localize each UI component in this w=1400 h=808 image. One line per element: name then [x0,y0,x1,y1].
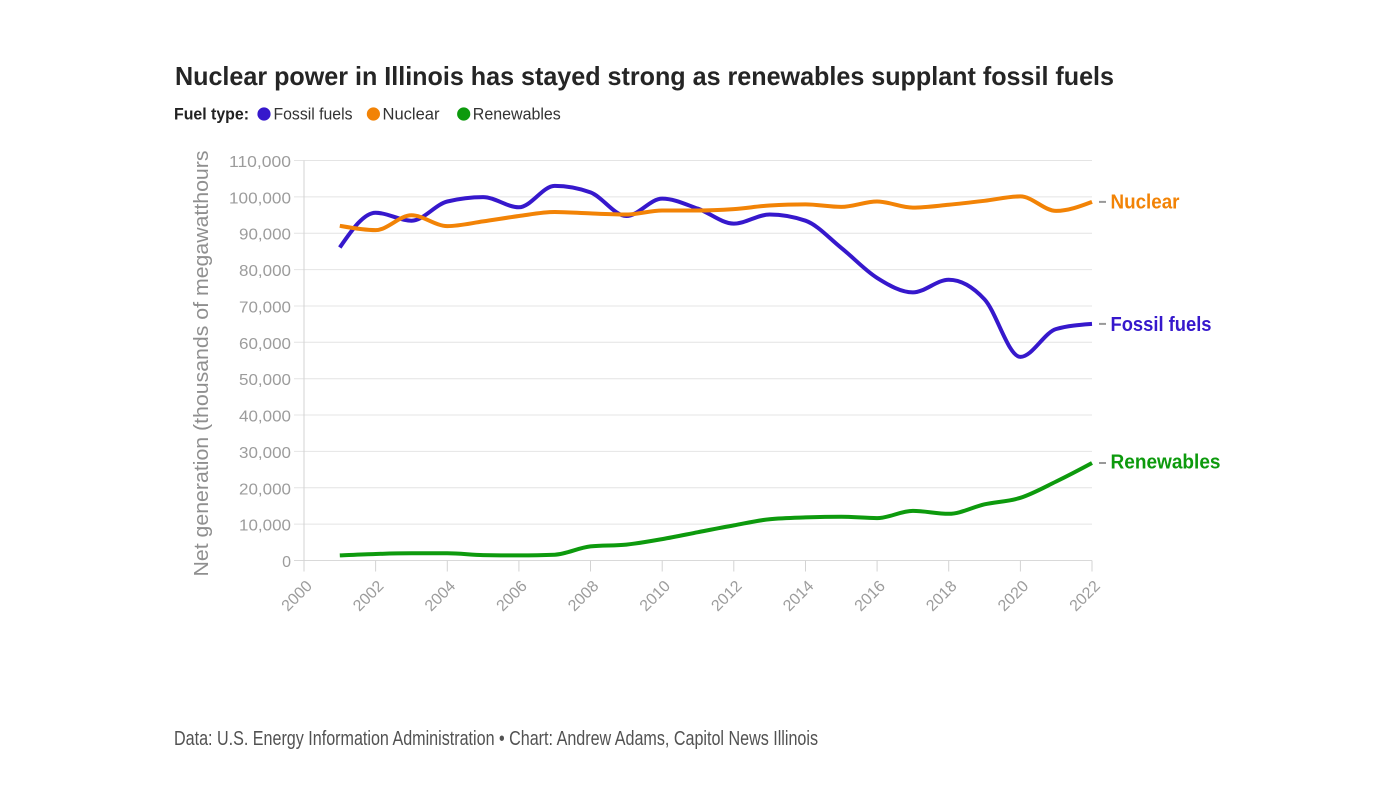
svg-text:30,000: 30,000 [239,445,291,462]
svg-text:10,000: 10,000 [239,518,291,535]
svg-text:100,000: 100,000 [229,190,291,207]
svg-text:20,000: 20,000 [239,481,291,498]
svg-text:Net generation (thousands of m: Net generation (thousands of megawatthou… [191,151,213,577]
svg-text:Data: U.S. Energy Information: Data: U.S. Energy Information Administra… [174,728,818,750]
svg-text:110,000: 110,000 [229,154,291,171]
svg-text:90,000: 90,000 [239,227,291,244]
svg-text:0: 0 [282,554,291,571]
svg-text:Fossil fuels: Fossil fuels [1111,313,1212,336]
svg-text:60,000: 60,000 [239,336,291,353]
svg-text:Fuel type:: Fuel type: [174,106,249,124]
svg-text:80,000: 80,000 [239,263,291,280]
svg-text:Nuclear: Nuclear [1111,191,1180,214]
svg-text:Fossil fuels: Fossil fuels [274,106,353,124]
svg-text:40,000: 40,000 [239,409,291,426]
svg-text:Nuclear: Nuclear [383,106,441,124]
svg-text:50,000: 50,000 [239,372,291,389]
svg-text:Renewables: Renewables [1111,451,1221,474]
svg-text:Nuclear power in Illinois has: Nuclear power in Illinois has stayed str… [175,61,1114,91]
svg-text:Renewables: Renewables [473,106,561,124]
svg-text:70,000: 70,000 [239,300,291,317]
